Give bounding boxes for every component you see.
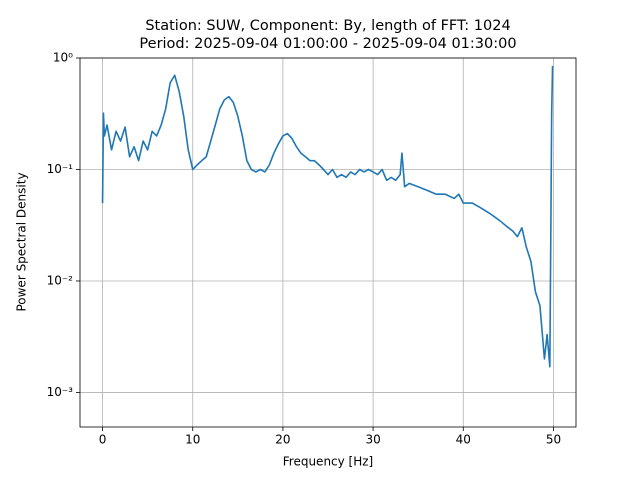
chart-title: Station: SUW, Component: By, length of F… [145,18,510,34]
psd-line [101,65,554,368]
y-tick-label: 10⁰ [53,51,73,65]
y-tick-label: 10⁻³ [47,385,74,399]
chart-title: Period: 2025-09-04 01:00:00 - 2025-09-04… [139,36,516,52]
y-axis-label: Power Spectral Density [15,172,29,311]
x-axis-label: Frequency [Hz] [283,455,374,469]
x-tick-label: 50 [546,433,561,447]
x-tick-label: 40 [456,433,471,447]
x-tick-label: 30 [365,433,380,447]
x-tick-label: 20 [275,433,290,447]
axes-frame [79,57,577,428]
y-tick-label: 10⁻² [47,273,74,287]
x-tick-label: 10 [185,433,200,447]
y-tick-label: 10⁻¹ [47,162,74,176]
x-tick-label: 0 [99,433,107,447]
